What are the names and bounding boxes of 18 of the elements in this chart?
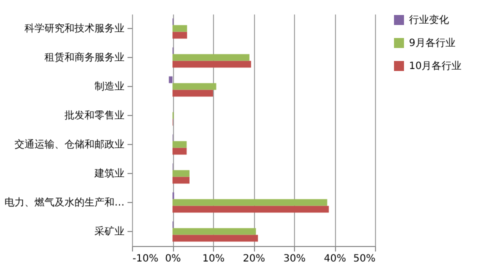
y-tick-label: 建筑业 — [94, 168, 124, 180]
legend-label: 10月各行业 — [409, 60, 462, 72]
legend-label: 9月各行业 — [409, 37, 456, 49]
y-tick-label: 租赁和商务服务业 — [44, 52, 124, 64]
x-tick-label: -10% — [132, 254, 158, 264]
y-tick-label: 交通运输、仓储和邮政业 — [14, 138, 124, 150]
x-tick-label: 40% — [324, 254, 346, 264]
x-tick-label: 50% — [353, 254, 376, 264]
y-tick-label: 电力、燃气及水的生产和… — [4, 196, 124, 208]
x-tick-label: 30% — [283, 254, 306, 264]
y-tick-label: 科学研究和技术服务业 — [24, 22, 124, 34]
y-tick-label: 采矿业 — [94, 226, 124, 238]
y-tick-label: 制造业 — [94, 80, 124, 92]
y-tick-label: 批发和零售业 — [64, 110, 124, 122]
x-tick-label: 10% — [202, 254, 225, 264]
x-tick-label: 20% — [242, 254, 266, 264]
legend-label: 行业变化 — [409, 14, 449, 26]
x-tick-label: 0% — [165, 254, 181, 264]
